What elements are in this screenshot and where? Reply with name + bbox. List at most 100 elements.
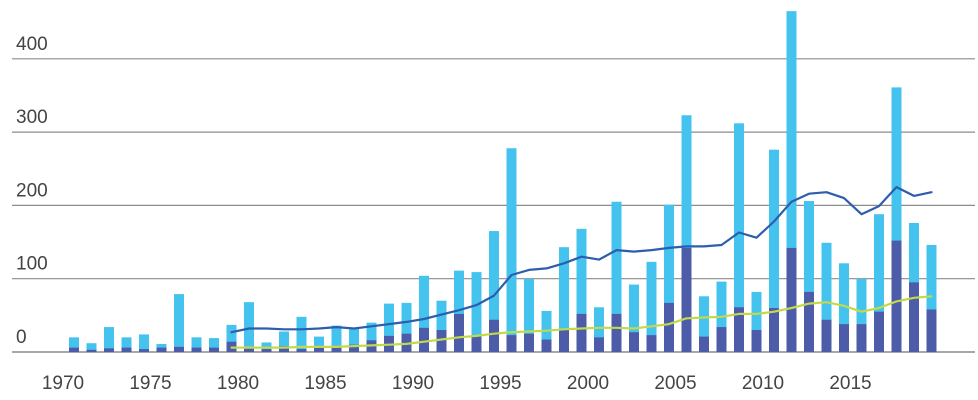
bar-total-1971 [86, 343, 97, 352]
bar-total-1999 [576, 228, 587, 352]
bars [69, 11, 937, 353]
bar-subset-1981 [261, 349, 272, 352]
bar-total-1998 [559, 247, 569, 352]
bar-total-1984 [314, 336, 324, 352]
bar-subset-2017 [891, 240, 902, 352]
bar-total-1990 [419, 275, 429, 352]
x-axis-tick-labels: 1970 1975 1980 1985 1990 1995 2000 2005 2010 2015 [42, 373, 872, 394]
bar-subset-1971 [86, 349, 97, 352]
bar-total-1978 [209, 338, 219, 352]
bar-subset-2006 [699, 336, 709, 352]
bar-subset-1986 [349, 344, 359, 352]
bar-subset-1980 [244, 348, 254, 352]
bar-total-2010 [769, 149, 779, 352]
bar-total-1986 [349, 327, 359, 352]
bar-subset-1974 [139, 349, 149, 352]
bar-subset-1996 [524, 333, 534, 352]
bar-total-2014 [839, 263, 849, 352]
bar-total-1993 [471, 272, 482, 352]
bar-total-1979 [226, 324, 237, 352]
trend-lines [230, 186, 933, 349]
bar-total-1977 [191, 337, 202, 352]
bar-total-2002 [629, 284, 639, 352]
x-tick-label-2015: 2015 [829, 373, 871, 394]
bar-total-2016 [874, 214, 884, 352]
x-tick-label-1995: 1995 [479, 373, 521, 394]
y-tick-label-0: 0 [16, 327, 27, 348]
bar-total-1988 [384, 303, 394, 352]
bar-total-2012 [804, 201, 814, 352]
bar-total-2017 [891, 87, 902, 353]
bar-subset-1983 [296, 349, 307, 352]
bar-subset-1977 [191, 347, 202, 352]
bar-subset-1993 [471, 335, 482, 352]
bar-total-1994 [489, 231, 499, 352]
y-tick-label-300: 300 [16, 107, 48, 128]
bar-subset-1978 [209, 347, 219, 352]
x-tick-label-2010: 2010 [742, 373, 784, 394]
bar-total-1972 [104, 327, 114, 352]
bar-subset-2008 [734, 307, 744, 352]
bar-subset-2009 [751, 330, 762, 352]
bar-subset-2000 [594, 337, 604, 352]
x-tick-label-1980: 1980 [217, 373, 259, 394]
bar-subset-2004 [664, 302, 674, 352]
x-tick-label-1985: 1985 [304, 373, 346, 394]
bar-subset-1998 [559, 330, 569, 352]
bar-subset-1976 [174, 346, 184, 352]
bar-total-1991 [436, 300, 447, 352]
x-tick-label-1970: 1970 [42, 373, 84, 394]
bar-total-2015 [856, 278, 867, 352]
bar-subset-1975 [156, 347, 167, 352]
bar-total-2009 [751, 291, 762, 352]
bar-subset-2018 [909, 282, 919, 352]
trend-line-low [230, 295, 933, 349]
bar-total-1982 [279, 331, 289, 352]
bar-subset-2002 [629, 332, 639, 352]
x-tick-label-2000: 2000 [567, 373, 609, 394]
bar-subset-1985 [331, 347, 342, 352]
bar-total-2005 [681, 115, 692, 352]
bar-total-1970 [69, 337, 79, 352]
bar-subset-1997 [541, 339, 552, 352]
bar-subset-1999 [576, 313, 587, 352]
bar-subset-1995 [506, 335, 517, 352]
bar-subset-1990 [419, 327, 429, 352]
bar-subset-2013 [821, 319, 832, 352]
bar-total-2000 [594, 307, 604, 352]
bar-subset-1994 [489, 319, 499, 352]
bar-subset-1982 [279, 346, 289, 352]
bar-subset-2001 [611, 313, 622, 352]
bar-subset-2012 [804, 291, 814, 352]
bar-subset-2005 [681, 247, 692, 352]
bar-subset-2015 [856, 324, 867, 352]
bar-subset-2010 [769, 308, 779, 352]
bar-subset-2007 [716, 327, 727, 352]
bar-total-1973 [121, 337, 132, 352]
bar-subset-1984 [314, 347, 324, 352]
y-tick-label-100: 100 [16, 254, 48, 275]
bar-total-1985 [331, 325, 342, 352]
trend-line-high [230, 186, 933, 334]
x-tick-label-1975: 1975 [129, 373, 171, 394]
y-tick-label-200: 200 [16, 180, 48, 201]
bar-total-1996 [524, 278, 534, 352]
bar-total-1976 [174, 294, 184, 352]
bar-subset-2019 [926, 309, 937, 352]
bar-subset-1970 [69, 347, 79, 352]
bar-total-2006 [699, 296, 709, 352]
bar-total-1989 [401, 302, 412, 352]
x-tick-label-2005: 2005 [654, 373, 696, 394]
bar-subset-2003 [646, 335, 657, 352]
bar-subset-2014 [839, 324, 849, 352]
y-tick-label-400: 400 [16, 34, 48, 55]
bar-subset-1991 [436, 330, 447, 352]
bar-total-2011 [786, 11, 797, 353]
x-tick-label-1990: 1990 [392, 373, 434, 394]
bar-total-2001 [611, 201, 622, 352]
bar-total-1995 [506, 148, 517, 352]
bar-total-2003 [646, 261, 657, 352]
bar-total-1980 [244, 302, 254, 352]
bar-total-2019 [926, 244, 937, 352]
